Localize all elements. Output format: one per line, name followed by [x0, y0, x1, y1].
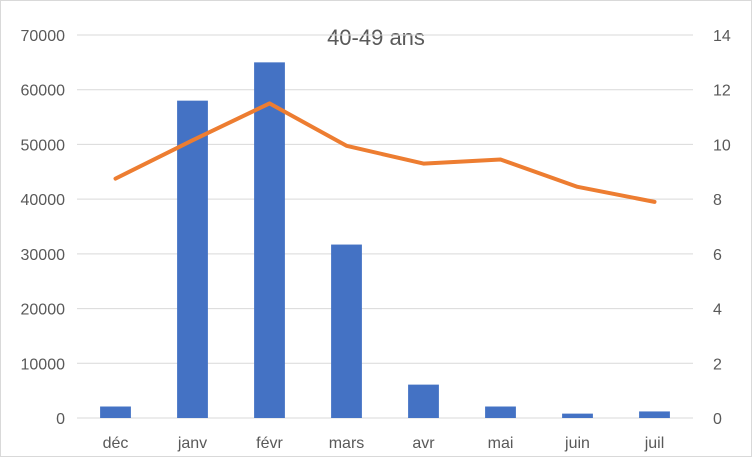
line-point — [268, 101, 271, 105]
x-tick-label: déc — [103, 435, 129, 452]
y-right-tick-label: 2 — [713, 356, 722, 373]
x-tick-label: janv — [177, 435, 207, 452]
x-tick-label: mai — [488, 435, 514, 452]
line-series — [113, 101, 657, 204]
line-point — [114, 177, 117, 181]
y-right-tick-label: 12 — [713, 83, 731, 100]
gridlines — [77, 34, 693, 419]
y-left-tick-label: 50000 — [21, 137, 66, 154]
y-right-tick-label: 8 — [713, 192, 722, 209]
x-tick-label: févr — [256, 435, 283, 452]
x-tick-label: juil — [644, 435, 665, 452]
bar — [408, 384, 439, 418]
y-axis-right: 0 2 4 6 8 10 12 14 — [713, 28, 731, 428]
bar-series — [100, 62, 670, 419]
bar — [177, 100, 208, 419]
y-left-tick-label: 0 — [56, 411, 65, 428]
bar — [254, 62, 285, 418]
x-tick-label: avr — [412, 435, 435, 452]
line-point — [653, 200, 656, 204]
y-right-tick-label: 10 — [713, 137, 731, 154]
line-point — [345, 144, 348, 148]
line-point — [499, 157, 502, 161]
x-axis: déc janv févr mars avr mai juin juil — [103, 435, 665, 452]
y-left-tick-label: 60000 — [21, 83, 66, 100]
bar — [100, 406, 131, 418]
y-left-tick-label: 40000 — [21, 192, 66, 209]
series-line — [113, 101, 657, 204]
y-left-tick-label: 70000 — [21, 28, 66, 45]
x-tick-label: juin — [564, 435, 590, 452]
line-point — [191, 138, 194, 142]
line-point — [576, 185, 579, 189]
y-right-tick-label: 4 — [713, 302, 722, 319]
x-tick-label: mars — [329, 435, 365, 452]
bar — [485, 406, 516, 418]
y-axis-left: 0 10000 20000 30000 40000 50000 60000 70000 — [21, 28, 66, 428]
y-left-tick-label: 20000 — [21, 302, 66, 319]
y-right-tick-label: 14 — [713, 28, 731, 45]
bar — [331, 244, 362, 418]
y-left-tick-label: 30000 — [21, 247, 66, 264]
chart-title: 40-49 ans — [327, 25, 425, 50]
line-point — [422, 162, 425, 166]
y-right-tick-label: 0 — [713, 411, 722, 428]
y-right-tick-label: 6 — [713, 247, 722, 264]
y-left-tick-label: 10000 — [21, 356, 66, 373]
bar — [562, 413, 593, 418]
bar — [639, 411, 670, 418]
